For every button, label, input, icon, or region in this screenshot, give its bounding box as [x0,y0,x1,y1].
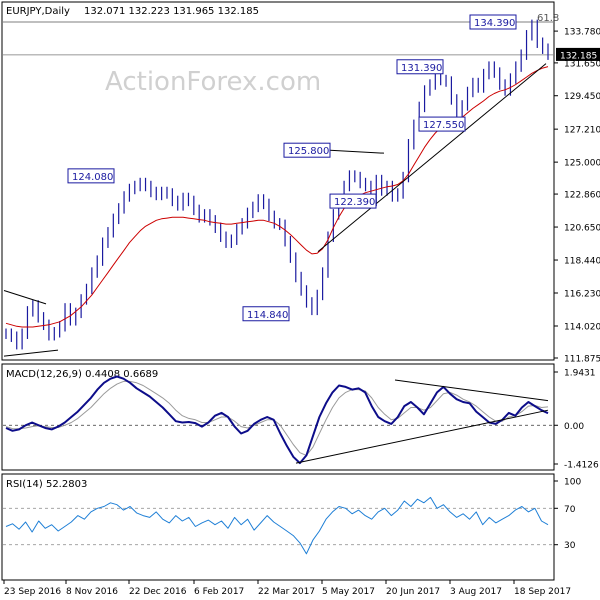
macd-tick-label: 1.9431 [564,369,596,379]
price-annotation-label: 122.390 [334,197,375,208]
price-annotation-label: 127.550 [423,120,464,131]
price-tick-label: 125.000 [564,159,600,169]
rsi-title: RSI(14) 52.2803 [6,479,87,490]
price-tick-label: 111.875 [564,355,600,365]
macd-resistance-line [394,379,549,402]
macd-title: MACD(12,26,9) 0.4408 0.6689 [6,369,158,380]
price-annotation-box [396,59,444,75]
price-tick-label: 116.230 [564,290,600,300]
price-tick-label: 127.210 [564,126,600,136]
price-tick-label: 122.860 [564,191,600,201]
ohlc-header: 132.071 132.223 131.965 132.185 [84,6,259,17]
fib-label: 61.8 [537,13,559,24]
channel-lower-line [3,349,59,357]
macd-signal-line [5,380,549,456]
rsi-panel [1,473,555,581]
price-annotation-label: 114.840 [247,310,288,321]
price-tick-label: 129.450 [564,92,600,102]
price-annotation-box [67,168,115,184]
price-title: EURJPY,Daily [6,6,70,17]
x-tick-label: 3 Aug 2017 [450,587,502,597]
macd-line [5,375,549,465]
macd-panel [1,363,555,471]
price-tick-label: 120.650 [564,224,600,234]
rsi-tick-label: 70 [564,505,576,515]
x-tick-label: 5 May 2017 [322,587,375,597]
x-tick-label: 8 Nov 2016 [66,587,118,597]
watermark: ActionForex.com [105,67,321,97]
price-annotation-label: 124.080 [72,172,113,183]
channel-upper-line [3,289,47,305]
macd-tick-label: 0.00 [564,422,584,432]
macd-tick-label: -1.4126 [564,461,599,471]
last-price-label: 132.185 [560,51,597,61]
price-tick-label: 133.780 [564,28,600,38]
rsi-line [5,496,549,555]
price-tick-label: 131.650 [564,59,600,69]
x-tick-label: 20 Jun 2017 [386,587,440,597]
chart-layer: 133.780 131.650 129.450 127.210 125.000 122.8… [3,14,600,597]
price-annotation-box [242,306,290,322]
macd-support-line [295,409,549,464]
last-price-badge [556,47,600,61]
x-tick-label: 22 Dec 2016 [129,587,187,597]
price-annotation-label: 131.390 [401,63,442,74]
price-annotation-box [469,14,517,30]
price-annotation-box [418,116,466,132]
price-annotation-label: 134.390 [474,18,515,29]
rsi-tick-label: 100 [564,478,581,488]
uptrend-line [317,63,547,253]
x-tick-label: 18 Sep 2017 [514,587,571,597]
x-tick-label: 23 Sep 2016 [4,587,61,597]
price-annotation-box [283,142,331,158]
price-tick-label: 114.020 [564,322,600,332]
resistance-line [329,149,385,154]
price-tick-label: 118.440 [564,257,600,267]
x-tick-label: 22 Mar 2017 [258,587,315,597]
price-annotation-box [329,193,377,209]
price-annotation-label: 125.800 [288,146,329,157]
x-tick-label: 6 Feb 2017 [194,587,244,597]
rsi-tick-label: 30 [564,541,576,551]
